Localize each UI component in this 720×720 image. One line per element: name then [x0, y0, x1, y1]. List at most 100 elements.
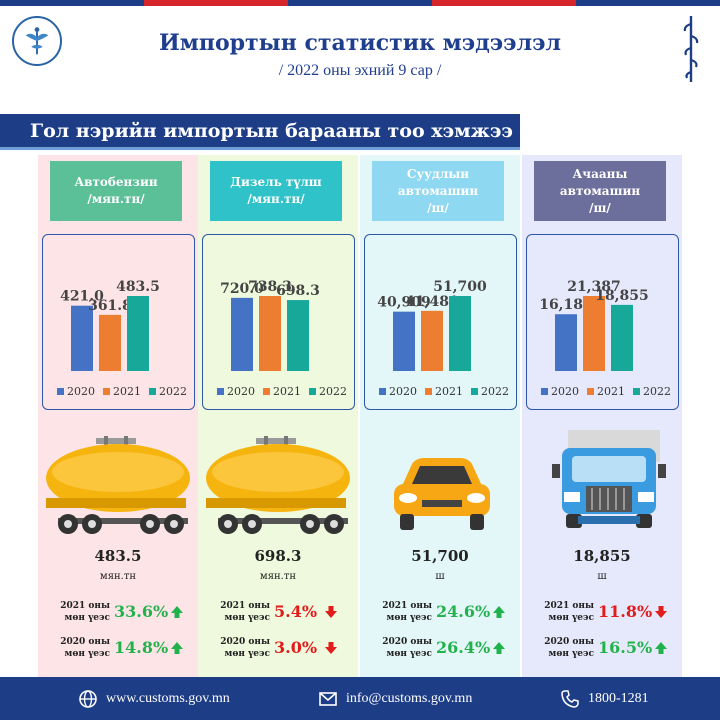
bar-2020	[71, 305, 93, 371]
current-value: 483.5	[94, 547, 142, 565]
stat-label: 2020 оны мөн үеэс	[220, 637, 270, 659]
bar-2021	[583, 296, 605, 371]
email-text: info@customs.gov.mn	[346, 691, 473, 706]
tanker-icon	[46, 436, 190, 534]
bar-2021	[259, 296, 281, 371]
change-vs-2020: 2020 оны мөн үеэс 16.5%	[522, 636, 682, 666]
bar-value-label: 361.8	[88, 298, 132, 314]
legend-swatch	[263, 388, 270, 395]
footer: www.customs.gov.mn info@customs.gov.mn 1…	[0, 677, 720, 720]
category-name-line: Автобензин	[74, 175, 158, 189]
category-column: Ачааны автомашин/ш/16,189 21,387 18,855 2020…	[522, 155, 682, 685]
arrow-down-icon	[655, 606, 667, 618]
bar-2020	[555, 314, 577, 371]
tanker-icon	[206, 436, 350, 534]
change-vs-2020: 2020 оны мөн үеэс 3.0%	[198, 636, 358, 666]
truck-icon	[552, 430, 666, 528]
change-vs-2021: 2021 оны мөн үеэс 11.8%	[522, 600, 682, 630]
arrow-up-icon	[493, 642, 505, 654]
stat-label: 2020 оны мөн үеэс	[60, 637, 110, 659]
vehicle-illustration	[522, 430, 682, 540]
stat-percent: 11.8%	[598, 602, 653, 621]
category-name-line: /ш/	[427, 200, 449, 215]
website-text: www.customs.gov.mn	[106, 691, 230, 706]
stat-percent: 33.6%	[114, 602, 169, 621]
bar-value-label: 51,700	[433, 279, 487, 295]
category-column: Дизель түлш/мян.тн/720.0 738.3 698.3 2020 20…	[198, 155, 358, 685]
legend-label: 2022	[159, 385, 187, 398]
bar-value-label: 41,481	[405, 294, 459, 310]
category-name-line: /ш/	[589, 200, 611, 215]
legend-label: 2021	[273, 385, 301, 398]
bar-chart: 421.0 361.8 483.5 2020 2021 2022	[42, 234, 195, 410]
legend-swatch	[471, 388, 478, 395]
bar-value-label: 16,189	[539, 297, 593, 313]
mongolian-script-emblem	[683, 16, 699, 82]
value-unit: мян.тн	[99, 571, 137, 582]
bar-2022	[287, 300, 309, 371]
globe-icon	[79, 690, 97, 708]
legend-swatch	[149, 388, 156, 395]
phone-icon	[561, 690, 579, 708]
bar-chart: 16,189 21,387 18,855 2020 2021 2022	[526, 234, 679, 410]
page-title: Импортын статистик мэдээлэл	[158, 30, 561, 56]
change-vs-2021: 2021 оны мөн үеэс 33.6%	[38, 600, 198, 630]
category-name-line: автомашин	[397, 183, 479, 198]
arrow-up-icon	[655, 642, 667, 654]
bar-value-label: 483.5	[116, 279, 160, 295]
arrow-down-icon	[325, 642, 337, 654]
legend-swatch	[217, 388, 224, 395]
legend-label: 2020	[227, 385, 255, 398]
section-title: Гол нэрийн импортын барааны тоо хэмжээ	[0, 114, 520, 150]
bar-2022	[449, 296, 471, 371]
vehicle-illustration	[198, 430, 358, 540]
current-value: 18,855	[573, 547, 631, 565]
category-chip: Дизель түлш/мян.тн/	[210, 161, 342, 221]
legend-label: 2020	[551, 385, 579, 398]
bar-2021	[421, 310, 443, 371]
legend-swatch	[587, 388, 594, 395]
current-value: 51,700	[411, 547, 469, 565]
arrow-up-icon	[171, 606, 183, 618]
bar-2022	[127, 296, 149, 371]
legend-swatch	[633, 388, 640, 395]
car-icon	[394, 458, 490, 530]
bar-2020	[393, 311, 415, 371]
value-unit: мян.тн	[259, 571, 297, 582]
stat-percent: 3.0%	[274, 638, 318, 657]
category-name-line: /мян.тн/	[247, 192, 305, 206]
change-vs-2020: 2020 оны мөн үеэс 14.8%	[38, 636, 198, 666]
page-subtitle: / 2022 оны эхний 9 сар /	[278, 62, 442, 79]
footer-phone[interactable]: 1800-1281	[560, 689, 649, 709]
stat-label: 2021 оны мөн үеэс	[60, 601, 110, 623]
footer-website[interactable]: www.customs.gov.mn	[78, 689, 230, 709]
stat-label: 2021 оны мөн үеэс	[220, 601, 270, 623]
change-vs-2021: 2021 оны мөн үеэс 5.4%	[198, 600, 358, 630]
category-chip: Суудлын автомашин/ш/	[372, 161, 504, 221]
category-name-line: Суудлын	[406, 166, 470, 181]
bar-chart: 720.0 738.3 698.3 2020 2021 2022	[202, 234, 355, 410]
change-vs-2021: 2021 оны мөн үеэс 24.6%	[360, 600, 520, 630]
category-chip: Автобензин/мян.тн/	[50, 161, 182, 221]
stat-percent: 14.8%	[114, 638, 169, 657]
arrow-up-icon	[171, 642, 183, 654]
legend-label: 2021	[597, 385, 625, 398]
value-unit: ш	[435, 571, 445, 582]
legend-label: 2021	[113, 385, 141, 398]
legend-label: 2020	[389, 385, 417, 398]
stat-percent: 5.4%	[274, 602, 318, 621]
stat-label: 2020 оны мөн үеэс	[544, 637, 594, 659]
stat-percent: 16.5%	[598, 638, 653, 657]
stat-label: 2021 оны мөн үеэс	[544, 601, 594, 623]
footer-email[interactable]: info@customs.gov.mn	[318, 689, 472, 709]
bar-value-label: 21,387	[567, 279, 621, 295]
legend-label: 2022	[481, 385, 509, 398]
current-value: 698.3	[254, 547, 302, 565]
bar-value-label: 40,909	[377, 295, 431, 311]
bar-chart: 40,909 41,481 51,700 2020 2021 2022	[364, 234, 517, 410]
legend-swatch	[541, 388, 548, 395]
